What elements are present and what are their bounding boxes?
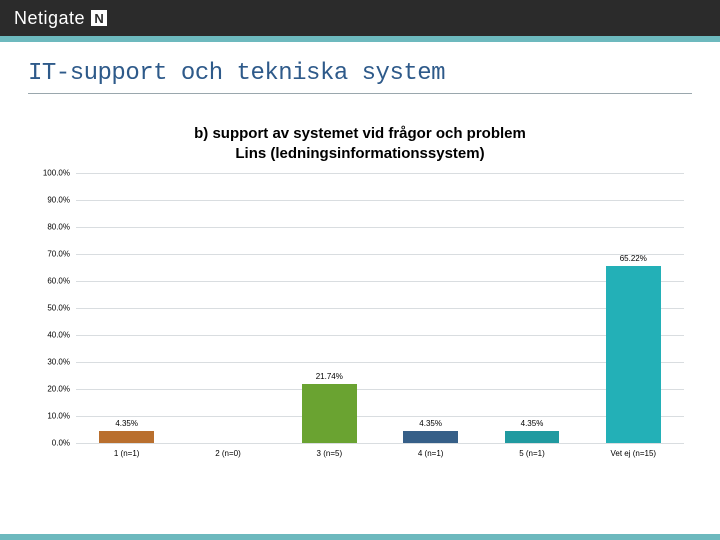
chart-bar-slot: 21.74% <box>279 173 380 443</box>
chart-ytick-label: 30.0% <box>30 357 70 366</box>
chart-title-line2: Lins (ledningsinformationssystem) <box>28 144 692 164</box>
chart-xtick-label: 5 (n=1) <box>481 449 582 458</box>
bottom-accent-stripe <box>0 534 720 540</box>
chart-bar-value-label: 21.74% <box>316 372 343 381</box>
chart-bar-slot: 4.35% <box>76 173 177 443</box>
brand-name: Netigate <box>14 8 85 29</box>
chart-title: b) support av systemet vid frågor och pr… <box>28 124 692 165</box>
chart-ytick-label: 90.0% <box>30 195 70 204</box>
slide-body: IT-support och tekniska system b) suppor… <box>0 42 720 540</box>
chart-ytick-label: 100.0% <box>30 168 70 177</box>
chart-bar <box>302 384 357 443</box>
chart-bar-value-label: 65.22% <box>620 254 647 263</box>
chart-bars: 4.35% 21.74% 4.35% 4.35% 65.22% <box>76 173 684 443</box>
chart-x-axis: 1 (n=1)2 (n=0)3 (n=5)4 (n=1)5 (n=1)Vet e… <box>76 449 684 458</box>
chart-plot-area: 0.0%10.0%20.0%30.0%40.0%50.0%60.0%70.0%8… <box>76 173 684 443</box>
chart-bar-slot: 65.22% <box>583 173 684 443</box>
chart-xtick-label: 2 (n=0) <box>177 449 278 458</box>
page-title: IT-support och tekniska system <box>28 60 692 87</box>
chart-title-line1: b) support av systemet vid frågor och pr… <box>28 124 692 144</box>
chart-ytick-label: 40.0% <box>30 330 70 339</box>
chart-bar <box>99 431 154 443</box>
chart-ytick-label: 70.0% <box>30 249 70 258</box>
app-header: Netigate N <box>0 0 720 36</box>
chart-bar-value-label: 4.35% <box>521 419 544 428</box>
chart-bar <box>403 431 458 443</box>
brand-logo: Netigate N <box>14 8 107 29</box>
chart-ytick-label: 50.0% <box>30 303 70 312</box>
chart-bar-slot: 4.35% <box>380 173 481 443</box>
chart-xtick-label: Vet ej (n=15) <box>583 449 684 458</box>
chart-xtick-label: 3 (n=5) <box>279 449 380 458</box>
chart-xtick-label: 1 (n=1) <box>76 449 177 458</box>
chart-bar <box>505 431 560 443</box>
chart-bar-slot: 4.35% <box>481 173 582 443</box>
title-underline <box>28 93 692 94</box>
chart-ytick-label: 60.0% <box>30 276 70 285</box>
chart-container: b) support av systemet vid frågor och pr… <box>28 124 692 458</box>
chart-bar-slot <box>177 173 278 443</box>
chart-xtick-label: 4 (n=1) <box>380 449 481 458</box>
chart-ytick-label: 10.0% <box>30 411 70 420</box>
chart-ytick-label: 80.0% <box>30 222 70 231</box>
chart-bar-value-label: 4.35% <box>419 419 442 428</box>
chart-gridline <box>76 443 684 444</box>
chart-ytick-label: 0.0% <box>30 438 70 447</box>
chart-bar-value-label: 4.35% <box>115 419 138 428</box>
chart-bar <box>606 266 661 442</box>
chart-ytick-label: 20.0% <box>30 384 70 393</box>
brand-mark: N <box>91 10 107 26</box>
